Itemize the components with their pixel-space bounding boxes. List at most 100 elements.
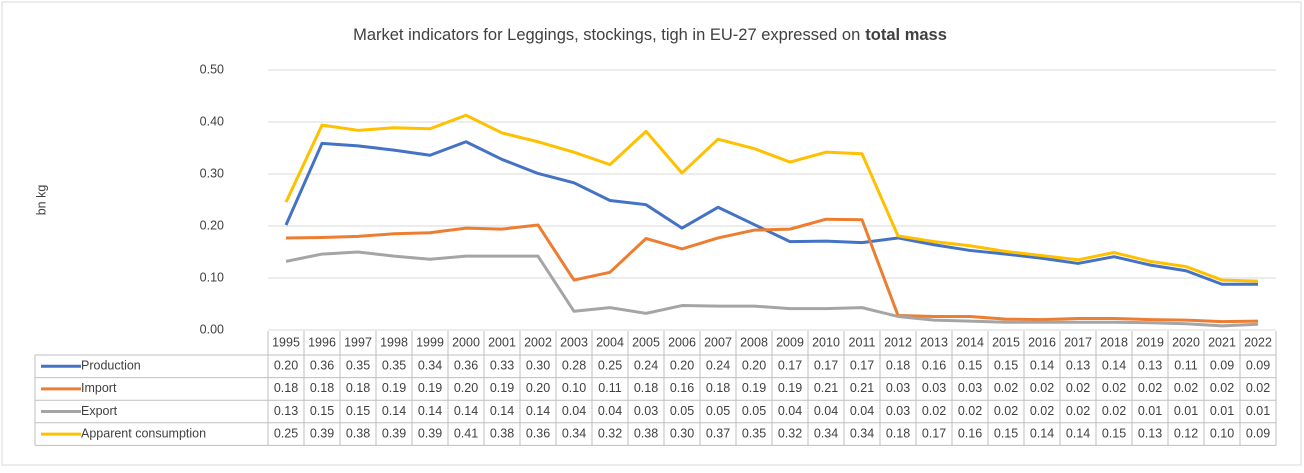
table-cell: 0.25 — [274, 426, 298, 440]
x-tick-label: 2000 — [452, 335, 480, 349]
table-cell: 0.03 — [922, 381, 946, 395]
table-cell: 0.03 — [958, 381, 982, 395]
x-tick-label: 2012 — [884, 335, 912, 349]
table-cell: 0.11 — [1174, 359, 1197, 373]
table-cell: 0.38 — [346, 426, 370, 440]
title-emphasis: total mass — [865, 26, 947, 44]
table-cell: 0.35 — [346, 359, 370, 373]
table-cell: 0.20 — [526, 381, 550, 395]
table-cell: 0.16 — [958, 426, 982, 440]
table-cell: 0.30 — [670, 426, 694, 440]
table-cell: 0.10 — [562, 381, 586, 395]
x-tick-label: 2021 — [1208, 335, 1236, 349]
table-cell: 0.14 — [454, 404, 478, 418]
x-tick-label: 1999 — [416, 335, 444, 349]
legend-label: Import — [81, 381, 117, 395]
table-cell: 0.34 — [562, 426, 586, 440]
table-cell: 0.03 — [886, 404, 910, 418]
table-cell: 0.13 — [1066, 359, 1090, 373]
table-cell: 0.01 — [1210, 404, 1234, 418]
x-tick-label: 1997 — [344, 335, 372, 349]
table-cell: 0.20 — [670, 359, 694, 373]
table-cell: 0.04 — [598, 404, 622, 418]
x-tick-label: 1998 — [380, 335, 408, 349]
table-cell: 0.03 — [634, 404, 658, 418]
table-cell: 0.04 — [562, 404, 586, 418]
table-cell: 0.39 — [418, 426, 442, 440]
table-cell: 0.09 — [1210, 359, 1234, 373]
table-cell: 0.12 — [1174, 426, 1198, 440]
table-cell: 0.10 — [1210, 426, 1234, 440]
table-cell: 0.28 — [562, 359, 586, 373]
table-cell: 0.02 — [1102, 381, 1126, 395]
table-cell: 0.18 — [886, 426, 910, 440]
table-cell: 0.25 — [598, 359, 622, 373]
y-tick-label: 0.50 — [200, 62, 224, 76]
table-cell: 0.14 — [1030, 426, 1054, 440]
x-tick-label: 2016 — [1028, 335, 1056, 349]
x-tick-label: 2015 — [992, 335, 1020, 349]
table-cell: 0.18 — [346, 381, 370, 395]
y-tick-label: 0.00 — [200, 322, 224, 336]
x-tick-label: 1995 — [272, 335, 300, 349]
table-cell: 0.02 — [994, 404, 1018, 418]
table-cell: 0.18 — [274, 381, 298, 395]
table-cell: 0.19 — [382, 381, 406, 395]
table-cell: 0.19 — [418, 381, 442, 395]
table-cell: 0.21 — [814, 381, 838, 395]
x-tick-label: 2014 — [956, 335, 984, 349]
x-tick-label: 2011 — [849, 335, 876, 349]
x-tick-label: 2022 — [1244, 335, 1272, 349]
table-cell: 0.02 — [922, 404, 946, 418]
series-line — [284, 113, 1259, 283]
legend-label: Apparent consumption — [81, 426, 206, 440]
table-cell: 0.04 — [814, 404, 838, 418]
x-tick-label: 2013 — [920, 335, 948, 349]
table-cell: 0.09 — [1246, 426, 1270, 440]
table-cell: 0.24 — [706, 359, 730, 373]
table-cell: 0.20 — [454, 381, 478, 395]
table-cell: 0.17 — [814, 359, 838, 373]
table-cell: 0.38 — [490, 426, 514, 440]
table-cell: 0.19 — [778, 381, 802, 395]
series-line — [284, 140, 1258, 286]
table-cell: 0.14 — [1030, 359, 1054, 373]
table-cell: 0.20 — [742, 359, 766, 373]
table-cell: 0.18 — [634, 381, 658, 395]
y-tick-label: 0.30 — [200, 166, 224, 180]
table-cell: 0.09 — [1246, 359, 1270, 373]
table-cell: 0.02 — [1030, 404, 1054, 418]
table-cell: 0.24 — [634, 359, 658, 373]
table-cell: 0.37 — [706, 426, 730, 440]
table-cell: 0.02 — [1210, 381, 1234, 395]
x-tick-label: 2010 — [812, 335, 840, 349]
x-tick-label: 2009 — [776, 335, 804, 349]
table-cell: 0.15 — [994, 359, 1018, 373]
table-cell: 0.32 — [778, 426, 802, 440]
x-tick-label: 2018 — [1100, 335, 1128, 349]
table-cell: 0.17 — [850, 359, 874, 373]
x-tick-label: 2002 — [524, 335, 552, 349]
table-cell: 0.21 — [850, 381, 874, 395]
table-cell: 0.41 — [454, 426, 478, 440]
series-line — [285, 217, 1259, 324]
table-cell: 0.05 — [706, 404, 730, 418]
table-cell: 0.14 — [1102, 359, 1126, 373]
table-cell: 0.13 — [1138, 359, 1162, 373]
table-cell: 0.04 — [850, 404, 874, 418]
x-tick-label: 2020 — [1172, 335, 1200, 349]
table-cell: 0.33 — [490, 359, 514, 373]
x-tick-label: 2005 — [632, 335, 660, 349]
y-tick-label: 0.20 — [200, 218, 224, 232]
table-cell: 0.02 — [1066, 404, 1090, 418]
x-tick-label: 1996 — [308, 335, 336, 349]
table-cell: 0.35 — [382, 359, 406, 373]
table-cell: 0.02 — [1066, 381, 1090, 395]
table-cell: 0.18 — [310, 381, 334, 395]
table-cell: 0.35 — [742, 426, 766, 440]
table-cell: 0.02 — [1102, 404, 1126, 418]
x-tick-label: 2006 — [668, 335, 696, 349]
x-tick-label: 2017 — [1064, 335, 1092, 349]
table-cell: 0.11 — [598, 381, 621, 395]
table-cell: 0.36 — [526, 426, 550, 440]
